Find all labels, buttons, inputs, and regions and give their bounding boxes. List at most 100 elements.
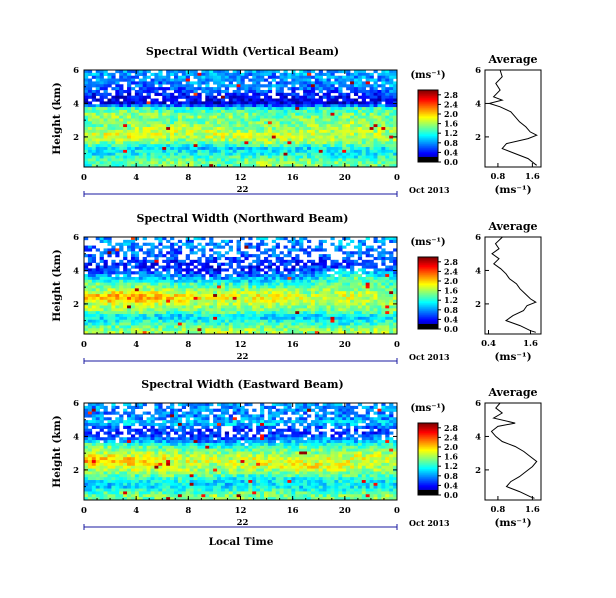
heatmap-cell	[170, 237, 175, 241]
heatmap-cell	[330, 124, 335, 128]
heatmap-cell	[84, 308, 89, 312]
heatmap-cell	[248, 138, 253, 142]
heatmap-cell	[275, 256, 280, 261]
heatmap-cell	[252, 87, 257, 91]
heatmap-cell	[240, 299, 245, 303]
heatmap-cell	[193, 158, 198, 162]
heatmap-cell	[185, 322, 190, 326]
heatmap-cell	[244, 70, 249, 74]
heatmap-cell	[346, 325, 351, 329]
heatmap-cell	[295, 72, 300, 76]
heatmap-cell	[252, 141, 257, 145]
heatmap-cell	[95, 331, 100, 335]
heatmap-cell	[271, 245, 277, 249]
heatmap-cell	[307, 285, 312, 289]
heatmap-cell	[134, 75, 140, 79]
heatmap-cell	[330, 161, 335, 165]
heatmap-cell	[228, 81, 233, 85]
heatmap-cell	[303, 305, 308, 309]
heatmap-cell	[369, 129, 374, 134]
heatmap-cell	[295, 121, 300, 125]
heatmap-cell	[181, 262, 187, 266]
heatmap-cell	[162, 237, 167, 241]
heatmap-cell	[87, 95, 93, 99]
heatmap-cell	[134, 316, 140, 321]
heatmap-cell	[91, 294, 97, 298]
heatmap-cell	[393, 72, 398, 76]
heatmap-cell	[287, 328, 292, 332]
heatmap-cell	[350, 251, 355, 255]
heatmap-cell	[150, 308, 155, 312]
heatmap-cell	[209, 135, 214, 139]
heatmap-cell	[318, 149, 323, 154]
heatmap-cell	[142, 158, 147, 162]
heatmap-cell	[185, 328, 190, 332]
heatmap-cell	[291, 135, 296, 139]
heatmap-cell	[314, 265, 320, 269]
heatmap-cell	[138, 305, 143, 309]
heatmap-cell	[287, 141, 292, 145]
heatmap-cell	[103, 81, 108, 85]
heatmap-cell	[232, 305, 237, 309]
heatmap-cell	[248, 112, 253, 116]
heatmap-cell	[123, 149, 128, 154]
heatmap-cell	[181, 158, 187, 162]
heatmap-cell	[228, 78, 233, 82]
heatmap-cell	[197, 104, 202, 108]
heatmap-cell	[134, 319, 140, 323]
heatmap-cell	[138, 164, 143, 168]
heatmap-cell	[303, 92, 308, 96]
heatmap-cell	[87, 78, 93, 82]
heatmap-cell	[267, 294, 273, 298]
heatmap-cell	[220, 135, 226, 139]
heatmap-cell	[291, 70, 296, 74]
heatmap-cell	[389, 155, 394, 159]
heatmap-cell	[240, 319, 245, 323]
heatmap-cell	[115, 276, 120, 281]
heatmap-cell	[146, 84, 151, 88]
heatmap-cell	[127, 141, 132, 145]
heatmap-cell	[173, 87, 179, 91]
heatmap-cell	[181, 308, 187, 312]
heatmap-cell	[287, 262, 292, 266]
heatmap-cell	[193, 135, 198, 139]
heatmap-cell	[303, 274, 308, 278]
heatmap-cell	[310, 331, 316, 335]
heatmap-cell	[346, 95, 351, 99]
heatmap-cell	[189, 274, 194, 278]
heatmap-cell	[123, 242, 128, 246]
heatmap-cell	[279, 259, 284, 263]
heatmap-cell	[267, 288, 273, 292]
heatmap-cell	[232, 314, 237, 318]
heatmap-cell	[154, 78, 159, 82]
heatmap-cell	[240, 138, 245, 142]
heatmap-cell	[303, 118, 308, 122]
heatmap-cell	[99, 92, 104, 96]
heatmap-cell	[389, 305, 394, 309]
heatmap-cell	[209, 279, 214, 283]
heatmap-cell	[138, 155, 143, 159]
colorbar-tick-label: 2.8	[444, 90, 458, 100]
heatmap-cell	[103, 274, 108, 278]
heatmap-cell	[127, 279, 132, 283]
heatmap-cell	[283, 107, 288, 111]
heatmap-cell	[197, 302, 202, 306]
heatmap-cell	[154, 254, 159, 258]
heatmap-cell	[95, 127, 100, 131]
heatmap-cell	[334, 109, 339, 114]
heatmap-cell	[236, 129, 241, 134]
heatmap-cell	[95, 121, 100, 125]
heatmap-cell	[197, 95, 202, 99]
heatmap-cell	[260, 316, 265, 321]
heatmap-cell	[295, 118, 300, 122]
heatmap-cell	[134, 141, 140, 145]
heatmap-cell	[353, 129, 359, 134]
heatmap-cell	[377, 112, 382, 116]
heatmap-cell	[217, 305, 222, 309]
heatmap-cell	[248, 291, 253, 295]
heatmap-cell	[299, 305, 304, 309]
heatmap-cell	[263, 70, 269, 74]
heatmap-cell	[244, 107, 249, 111]
heatmap-cell	[177, 75, 183, 79]
heatmap-cell	[342, 325, 347, 329]
